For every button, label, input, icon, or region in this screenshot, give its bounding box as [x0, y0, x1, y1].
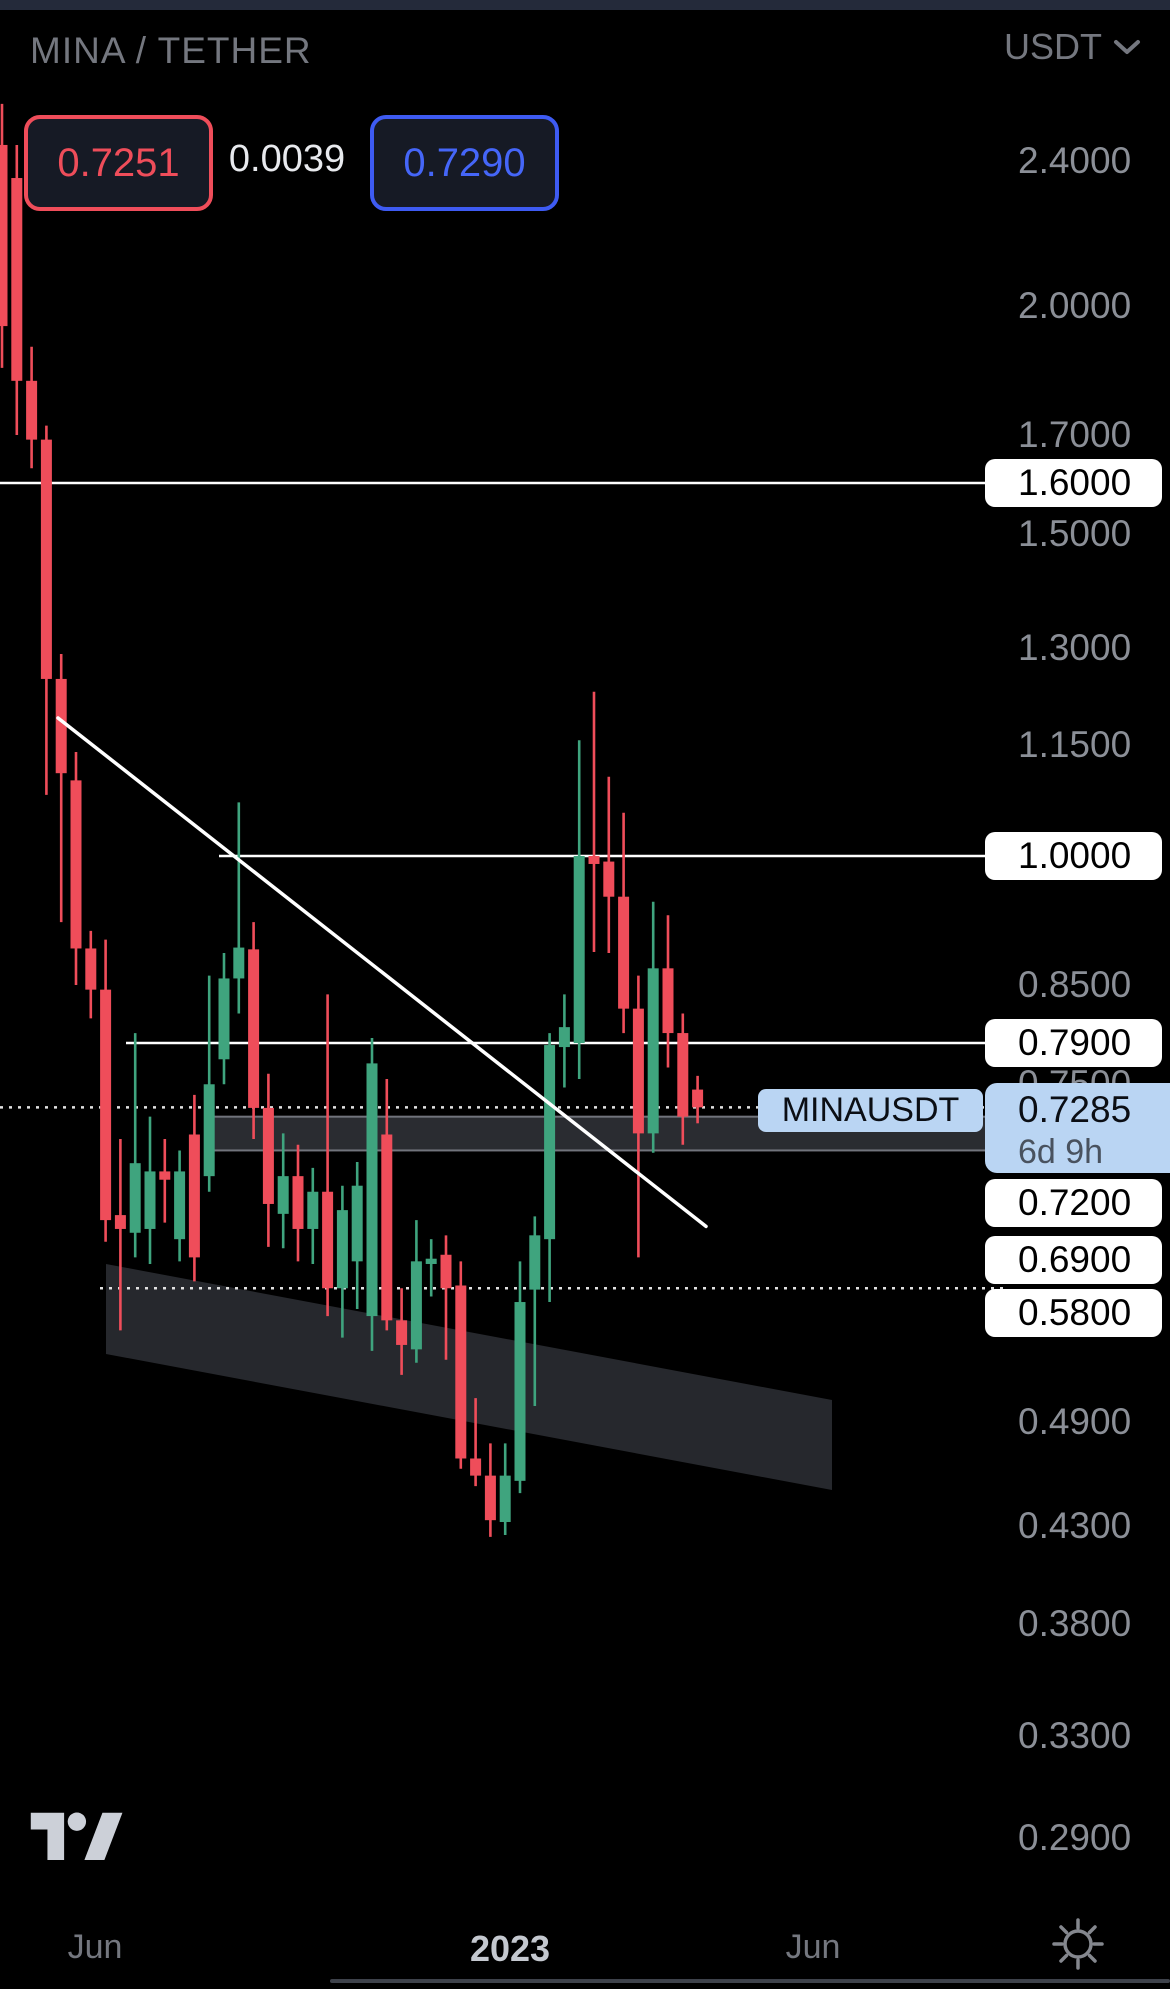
level-line-label: 1.0000: [985, 832, 1162, 880]
sun-icon: [1052, 1918, 1104, 1970]
quote-currency-label: USDT: [1004, 26, 1102, 67]
current-price: 0.7285: [1018, 1089, 1132, 1130]
bid-price: 0.7251: [57, 140, 180, 185]
level-line-label: 0.7900: [985, 1019, 1162, 1068]
price-tick-label: 0.3800: [1018, 1602, 1132, 1644]
channel-band[interactable]: [106, 1263, 832, 1491]
price-tick-label: 1.7000: [1018, 413, 1132, 455]
time-axis-label: Jun: [67, 1928, 123, 1966]
price-tick-label: 0.8500: [1018, 963, 1132, 1005]
descending-trendline[interactable]: [56, 716, 708, 1229]
horizontal-level-lines[interactable]: [0, 481, 1005, 1045]
home-indicator: [330, 1979, 1170, 1983]
chevron-down-icon: [1114, 40, 1140, 54]
candles: [0, 103, 704, 1537]
price-tick-label: 0.3300: [1018, 1714, 1132, 1756]
status-bar: [0, 0, 1170, 10]
time-axis-label: 2023: [469, 1928, 551, 1969]
quote-currency-selector[interactable]: USDT: [1004, 26, 1142, 68]
ask-price-button[interactable]: 0.7290: [370, 115, 559, 211]
brightness-toggle-button[interactable]: [1046, 1912, 1110, 1976]
price-tick-label: 2.0000: [1018, 284, 1132, 326]
price-tick-label: 0.4300: [1018, 1504, 1132, 1546]
tradingview-logo[interactable]: [28, 1804, 128, 1871]
price-tick-label: 2.4000: [1018, 140, 1132, 182]
price-tick-label: 1.3000: [1018, 626, 1132, 668]
level-line-label: 1.6000: [985, 459, 1162, 508]
price-tick-label: 0.2900: [1018, 1817, 1132, 1859]
spread-value: 0.0039: [228, 137, 346, 180]
pair-title: MINA / TETHER: [30, 30, 312, 71]
price-tick-label: 1.1500: [1018, 724, 1132, 766]
bid-price-button[interactable]: 0.7251: [24, 115, 213, 211]
current-price-axis-label: 0.7285 6d 9h: [985, 1083, 1170, 1173]
level-label: 0.7200: [985, 1179, 1162, 1227]
level-label: 0.6900: [985, 1236, 1162, 1284]
ask-price: 0.7290: [403, 140, 526, 185]
price-tick-label: 0.4900: [1018, 1401, 1132, 1443]
bar-countdown: 6d 9h: [1018, 1133, 1104, 1171]
symbol-price-line-tag[interactable]: MINAUSDT: [758, 1089, 983, 1132]
price-tick-label: 1.5000: [1018, 513, 1132, 555]
time-axis-label: Jun: [785, 1928, 841, 1966]
level-label: 0.5800: [985, 1289, 1162, 1337]
